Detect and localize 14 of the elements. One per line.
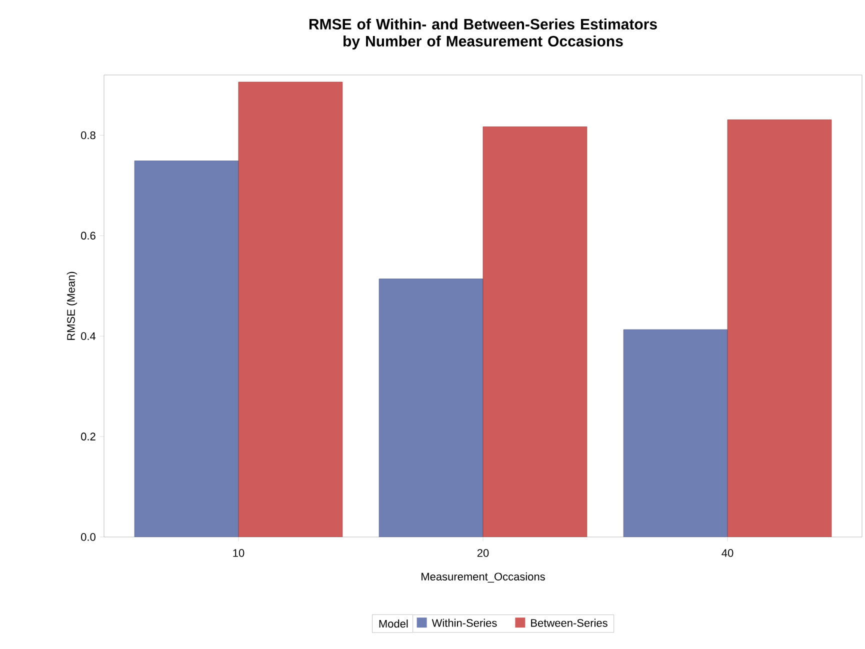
- chart-title: RMSE of Within- and Between-Series Estimators by Number of Measurement Occasions: [309, 18, 657, 50]
- legend-label: Within-Series: [432, 618, 497, 627]
- x-axis-title: Measurement_Occasions: [422, 572, 545, 583]
- x-tick-label: 20: [477, 549, 489, 557]
- y-tick-label: 0.2: [81, 432, 96, 440]
- legend-title: Model: [379, 620, 408, 628]
- y-tick-label: 0.0: [81, 533, 96, 541]
- y-axis-title: RMSE (Mean): [66, 272, 78, 340]
- y-tick-label: 0.6: [81, 232, 96, 240]
- y-tick-label: 0.8: [81, 131, 96, 140]
- x-tick-label: 40: [722, 549, 734, 557]
- y-tick-label: 0.4: [81, 332, 96, 340]
- legend-label: Between-Series: [531, 618, 608, 627]
- x-tick-label: 10: [233, 549, 244, 557]
